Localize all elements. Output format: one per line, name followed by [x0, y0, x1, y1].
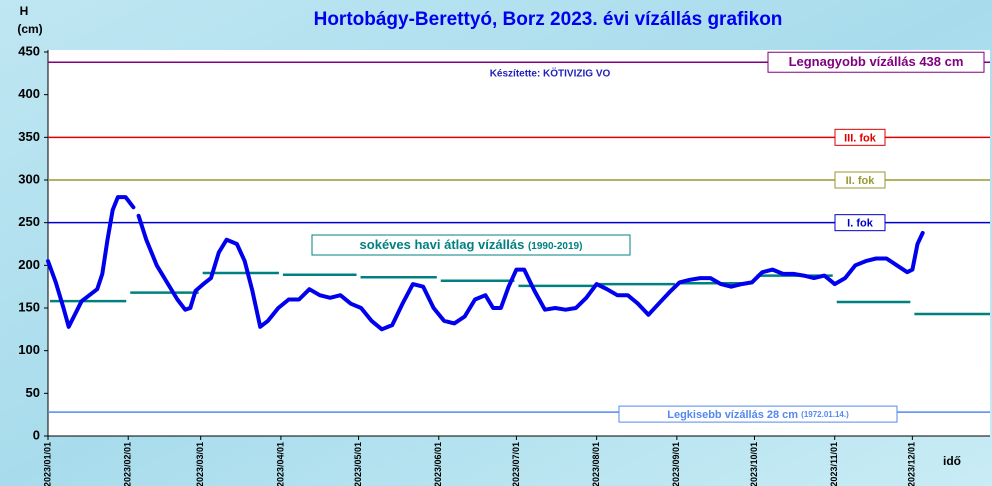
water-level-line	[46, 195, 925, 332]
x-tick-label: 2023/07/01	[511, 442, 521, 486]
y-tick-label: 0	[33, 427, 40, 442]
annotation-period: (1990-2019)	[528, 241, 582, 252]
x-tick-label: 2023/01/01	[42, 442, 52, 486]
y-tick-label: 400	[18, 86, 40, 101]
annotation: sokéves havi átlag vízállás (1990-2019)	[360, 237, 583, 252]
reference-label: I. fok	[847, 218, 874, 230]
y-tick-label: 450	[18, 43, 40, 58]
x-tick-label: 2023/02/01	[123, 442, 133, 486]
annotation-box	[311, 234, 631, 256]
reference-label-box	[834, 128, 886, 146]
y-tick-label: 200	[18, 257, 40, 272]
x-tick-label: 2023/10/01	[749, 442, 759, 486]
reference-label-box	[834, 171, 886, 189]
reference-label: III. fok	[844, 132, 877, 144]
reference-label-text: Legnagyobb vízállás 438 cm	[789, 55, 964, 70]
y-axis-label: H	[20, 4, 29, 18]
y-tick-label: 50	[26, 385, 40, 400]
x-tick-label: 2023/03/01	[195, 442, 205, 486]
y-tick-label: 350	[18, 129, 40, 144]
y-tick-label: 300	[18, 171, 40, 186]
reference-label-text: I. fok	[847, 218, 874, 230]
x-tick-label: 2023/09/01	[671, 442, 681, 486]
reference-label-text: III. fok	[844, 132, 877, 144]
chart-title: Hortobágy-Berettyó, Borz 2023. évi vízál…	[314, 9, 783, 30]
annotation-text: sokéves havi átlag vízállás	[360, 237, 525, 252]
x-tick-label: 2023/04/01	[275, 442, 285, 486]
y-axis-label: (cm)	[17, 22, 42, 36]
x-tick-label: 2023/12/01	[907, 442, 917, 486]
reference-label-box	[767, 51, 985, 73]
reference-label-box	[834, 214, 886, 232]
reference-label-text: Legkisebb vízállás 28 cm	[667, 409, 798, 421]
x-tick-label: 2023/05/01	[353, 442, 363, 486]
reference-label-box	[618, 405, 898, 423]
subtitle: Készítette: KÖTIVIZIG VO	[490, 67, 611, 80]
x-tick-label: 2023/11/01	[829, 442, 839, 486]
y-tick-label: 150	[18, 299, 40, 314]
reference-label: II. fok	[846, 175, 876, 187]
reference-label: Legnagyobb vízállás 438 cm	[789, 55, 964, 70]
reference-label-note: (1972.01.14.)	[801, 410, 849, 419]
y-tick-label: 250	[18, 214, 40, 229]
x-tick-label: 2023/08/01	[591, 442, 601, 486]
x-tick-label: 2023/06/01	[433, 442, 443, 486]
y-tick-label: 100	[18, 342, 40, 357]
reference-label: Legkisebb vízállás 28 cm (1972.01.14.)	[667, 409, 849, 421]
reference-label-text: II. fok	[846, 175, 876, 187]
x-axis-label: idő	[943, 454, 961, 468]
